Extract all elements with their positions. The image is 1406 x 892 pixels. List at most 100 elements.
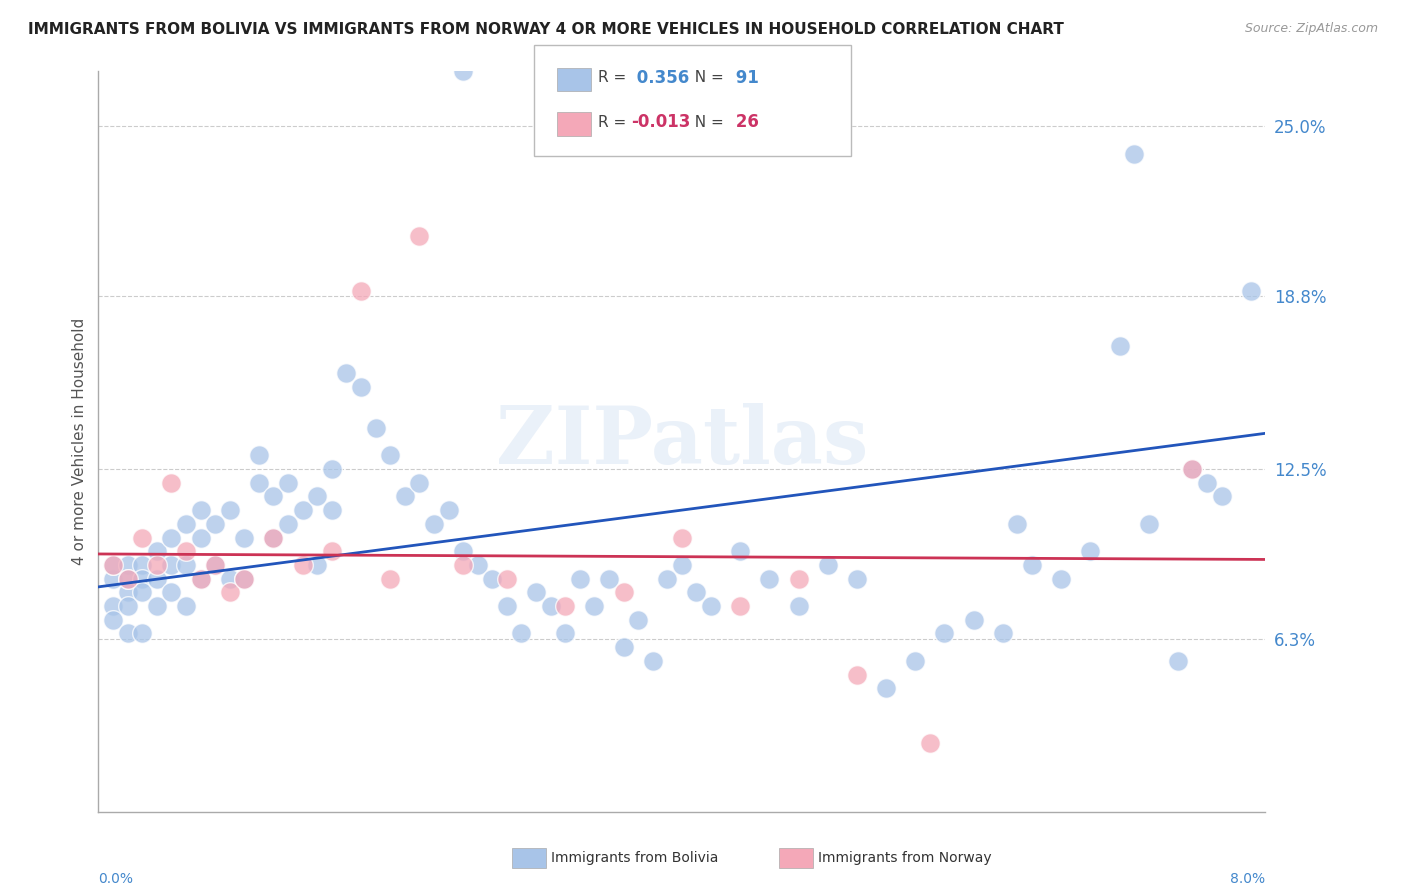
Text: IMMIGRANTS FROM BOLIVIA VS IMMIGRANTS FROM NORWAY 4 OR MORE VEHICLES IN HOUSEHOL: IMMIGRANTS FROM BOLIVIA VS IMMIGRANTS FR… <box>28 22 1064 37</box>
Point <box>146 558 169 572</box>
Point <box>190 503 212 517</box>
Point <box>101 599 124 613</box>
Point <box>962 613 984 627</box>
Point <box>1007 516 1029 531</box>
Point <box>131 626 153 640</box>
Point <box>496 572 519 586</box>
Point <box>934 626 956 640</box>
Point <box>160 475 183 490</box>
Point <box>496 599 519 613</box>
Point <box>174 544 197 558</box>
Point <box>247 448 270 462</box>
Point <box>554 599 576 613</box>
Point <box>1123 146 1146 161</box>
Point <box>612 640 634 655</box>
Point <box>1181 462 1204 476</box>
Point <box>451 558 474 572</box>
Point <box>568 572 591 586</box>
Point <box>321 544 343 558</box>
Point <box>451 544 474 558</box>
Point <box>101 558 124 572</box>
Point <box>671 558 693 572</box>
Point <box>291 503 314 517</box>
Point <box>262 489 284 503</box>
Text: R =: R = <box>598 115 631 129</box>
Point <box>160 585 183 599</box>
Text: 26: 26 <box>730 113 759 131</box>
Point <box>190 572 212 586</box>
Point <box>204 558 226 572</box>
Point <box>1108 338 1130 352</box>
Point <box>131 585 153 599</box>
Point <box>817 558 839 572</box>
Point <box>131 558 153 572</box>
Point <box>233 531 256 545</box>
Point <box>117 572 139 586</box>
Point <box>1197 475 1219 490</box>
Point <box>117 585 139 599</box>
Point <box>190 531 212 545</box>
Point <box>394 489 416 503</box>
Point <box>247 475 270 490</box>
Point <box>101 572 124 586</box>
Point <box>787 599 810 613</box>
Point <box>657 572 679 586</box>
Point <box>117 626 139 640</box>
Text: R =: R = <box>598 70 631 85</box>
Point <box>730 544 752 558</box>
Point <box>1181 462 1204 476</box>
Point <box>380 448 402 462</box>
Point <box>627 613 650 627</box>
Point <box>1240 284 1263 298</box>
Point <box>307 558 329 572</box>
Point <box>583 599 606 613</box>
Point <box>904 654 927 668</box>
Point <box>380 572 402 586</box>
Point <box>174 558 197 572</box>
Text: Immigrants from Bolivia: Immigrants from Bolivia <box>551 851 718 865</box>
Point <box>174 516 197 531</box>
Y-axis label: 4 or more Vehicles in Household: 4 or more Vehicles in Household <box>72 318 87 566</box>
Text: N =: N = <box>685 70 728 85</box>
Point <box>204 558 226 572</box>
Text: 0.0%: 0.0% <box>98 872 134 886</box>
Point <box>277 516 299 531</box>
Point <box>1167 654 1189 668</box>
Point <box>233 572 256 586</box>
Text: 8.0%: 8.0% <box>1230 872 1265 886</box>
Text: Immigrants from Norway: Immigrants from Norway <box>818 851 991 865</box>
Point <box>204 516 226 531</box>
Point <box>146 572 169 586</box>
Point <box>321 462 343 476</box>
Text: N =: N = <box>685 115 728 129</box>
Point <box>146 544 169 558</box>
Point <box>101 558 124 572</box>
Point <box>598 572 620 586</box>
Point <box>481 572 503 586</box>
Text: 91: 91 <box>730 69 759 87</box>
Point <box>510 626 533 640</box>
Point <box>101 613 124 627</box>
Point <box>131 572 153 586</box>
Point <box>218 572 240 586</box>
Point <box>307 489 329 503</box>
Point <box>1211 489 1233 503</box>
Point <box>918 736 941 750</box>
Point <box>408 475 430 490</box>
Point <box>700 599 723 613</box>
Point <box>1080 544 1102 558</box>
Point <box>787 572 810 586</box>
Point <box>612 585 634 599</box>
Point <box>146 599 169 613</box>
Point <box>991 626 1014 640</box>
Text: Source: ZipAtlas.com: Source: ZipAtlas.com <box>1244 22 1378 36</box>
Point <box>364 421 387 435</box>
Point <box>875 681 897 696</box>
Point <box>423 516 446 531</box>
Point <box>451 64 474 78</box>
Point <box>524 585 547 599</box>
Point <box>190 572 212 586</box>
Point <box>1137 516 1160 531</box>
Point <box>262 531 284 545</box>
Point <box>233 572 256 586</box>
